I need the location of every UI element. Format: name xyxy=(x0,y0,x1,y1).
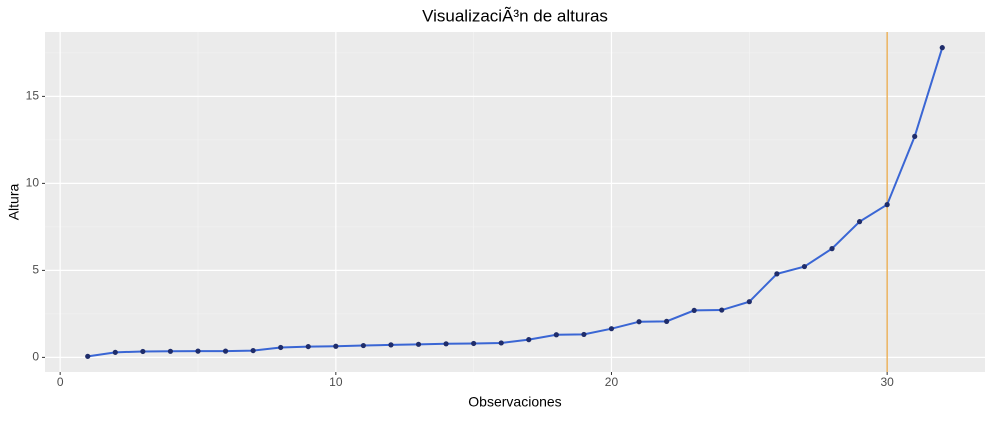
x-axis-label: Observaciones xyxy=(468,394,561,410)
y-axis-label: Altura xyxy=(6,184,22,221)
x-tick-label: 20 xyxy=(605,375,619,389)
point xyxy=(388,342,394,348)
point xyxy=(553,332,559,338)
point xyxy=(305,343,311,350)
point xyxy=(360,342,366,349)
point xyxy=(333,343,339,349)
point xyxy=(471,340,477,347)
point xyxy=(801,263,808,270)
point xyxy=(415,341,422,347)
x-tick-label: 30 xyxy=(880,375,894,389)
y-tick-label: 0 xyxy=(32,350,39,364)
point xyxy=(774,271,780,277)
point xyxy=(222,348,229,354)
point xyxy=(912,133,918,140)
point xyxy=(443,341,449,347)
x-tick-label: 0 xyxy=(57,375,64,389)
point xyxy=(664,318,670,324)
point xyxy=(691,307,697,314)
point xyxy=(746,299,752,305)
point xyxy=(581,331,587,338)
point xyxy=(939,45,945,51)
chart-title: VisualizaciÃ³n de alturas xyxy=(422,6,608,25)
point xyxy=(167,348,174,354)
point xyxy=(636,319,642,325)
point xyxy=(884,202,890,208)
point xyxy=(140,348,146,355)
point xyxy=(85,353,91,359)
point xyxy=(856,219,863,225)
point xyxy=(498,340,504,346)
point xyxy=(608,326,615,332)
point xyxy=(278,344,284,351)
y-tick-label: 5 xyxy=(32,263,39,277)
point xyxy=(250,347,256,354)
panel xyxy=(45,32,985,372)
point xyxy=(112,349,118,355)
x-tick-label: 10 xyxy=(329,375,343,389)
point xyxy=(195,348,201,354)
y-tick-label: 15 xyxy=(26,89,40,103)
point xyxy=(526,337,532,343)
point xyxy=(829,246,835,252)
y-tick-label: 10 xyxy=(26,176,40,190)
point xyxy=(719,307,725,313)
line xyxy=(87,47,944,358)
